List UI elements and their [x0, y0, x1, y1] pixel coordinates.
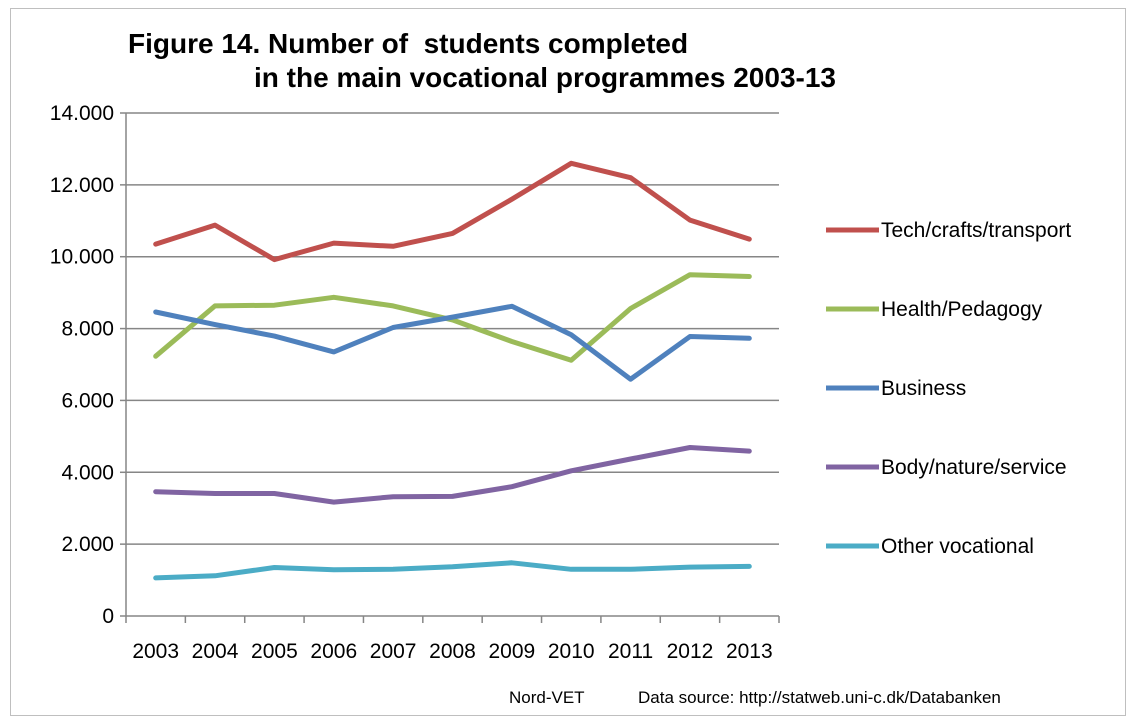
y-tick-label: 6.000	[61, 389, 114, 412]
legend-item: Business	[826, 377, 966, 400]
x-tick-label: 2013	[726, 640, 773, 663]
x-axis-ticks: 2003 2004 2005 2006 2007 2008 2009 2010 2011 2012…	[125, 616, 780, 663]
y-tick-label: 4.000	[61, 461, 114, 484]
legend-item: Other vocational	[826, 535, 1034, 558]
legend-label: Other vocational	[881, 535, 1034, 558]
chart-frame	[10, 8, 1126, 716]
y-tick-label: 14.000	[50, 102, 114, 125]
x-tick-label: 2007	[370, 640, 417, 663]
x-tick-label: 2008	[429, 640, 476, 663]
legend: Tech/crafts/transport Health/Pedagogy Busi…	[826, 219, 1071, 558]
series-line-business	[153, 303, 752, 382]
x-tick-label: 2012	[667, 640, 714, 663]
x-tick-label: 2005	[251, 640, 298, 663]
legend-label: Business	[881, 377, 966, 400]
x-tick-label: 2003	[132, 640, 179, 663]
y-tick-label: 10.000	[50, 246, 114, 269]
y-axis-ticks: 0 2.000 4.000 6.000 8.000 10.000 12.000 14.000	[50, 102, 126, 628]
axes	[125, 113, 779, 617]
x-tick-label: 2009	[489, 640, 536, 663]
footer-source: Data source: http://statweb.uni-c.dk/Dat…	[638, 688, 1001, 707]
series-line-health-pedagogy	[153, 272, 752, 363]
gridlines	[126, 112, 779, 545]
legend-item: Body/nature/service	[826, 456, 1067, 479]
legend-item: Health/Pedagogy	[826, 298, 1043, 321]
series-lines	[153, 160, 752, 581]
legend-item: Tech/crafts/transport	[826, 219, 1071, 242]
legend-label: Health/Pedagogy	[881, 298, 1043, 321]
y-tick-label: 8.000	[61, 318, 114, 341]
series-line-body-nature-service	[153, 445, 752, 505]
y-tick-label: 2.000	[61, 533, 114, 556]
series-line-tech-crafts-transport	[153, 160, 752, 263]
y-tick-label: 0	[102, 605, 114, 628]
y-tick-label: 12.000	[50, 174, 114, 197]
legend-label: Body/nature/service	[881, 456, 1067, 479]
x-tick-label: 2004	[192, 640, 239, 663]
x-tick-label: 2010	[548, 640, 595, 663]
series-line-other-vocational	[153, 560, 752, 581]
x-tick-label: 2006	[310, 640, 357, 663]
legend-label: Tech/crafts/transport	[881, 219, 1071, 242]
footer-credit: Nord-VET	[509, 688, 585, 707]
x-tick-label: 2011	[608, 640, 653, 663]
